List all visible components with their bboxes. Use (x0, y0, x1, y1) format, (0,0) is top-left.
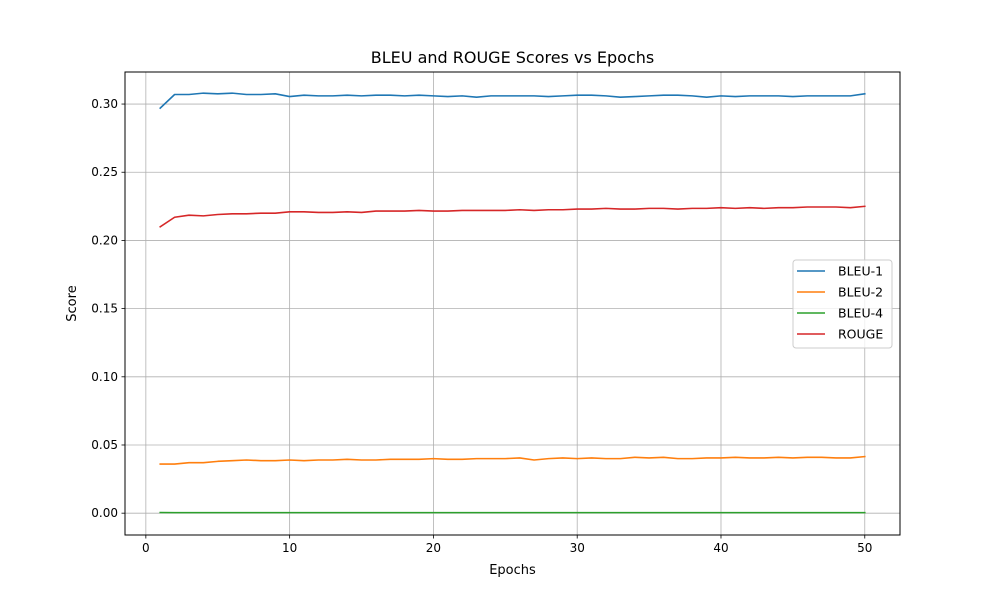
series-lines (159, 92, 866, 514)
y-tick-label: 0.00 (91, 506, 118, 520)
series-line-bleu-2 (159, 455, 866, 465)
x-axis-label: Epochs (489, 563, 536, 578)
x-tick-label: 20 (426, 541, 441, 555)
legend: BLEU-1 BLEU-2 BLEU-4 ROUGE (792, 259, 893, 349)
x-tick-label: 30 (570, 541, 585, 555)
series-line-bleu-1 (159, 92, 866, 110)
y-tick-label: 0.25 (91, 165, 118, 179)
y-tick-label: 0.15 (91, 302, 118, 316)
y-tick-label: 0.30 (91, 97, 118, 111)
series-line-rouge (159, 205, 866, 228)
legend-label: ROUGE (838, 327, 883, 342)
y-axis-label: Score (65, 285, 80, 321)
legend-label: BLEU-4 (838, 306, 883, 321)
legend-label: BLEU-1 (838, 264, 883, 279)
y-tick-label: 0.10 (91, 370, 118, 384)
x-tick-label: 50 (857, 541, 872, 555)
axis-ticks: 0 10 20 30 40 50 0.00 0.05 0.10 0.15 0.20 0.25 0.30 (91, 97, 872, 555)
x-tick-label: 10 (282, 541, 297, 555)
legend-label: BLEU-2 (838, 285, 883, 300)
chart-title: BLEU and ROUGE Scores vs Epochs (371, 48, 654, 67)
y-tick-label: 0.20 (91, 233, 118, 247)
y-tick-label: 0.05 (91, 438, 118, 452)
x-tick-label: 40 (713, 541, 728, 555)
x-tick-label: 0 (142, 541, 150, 555)
plot-frame (124, 71, 901, 536)
legend-box (792, 259, 893, 349)
